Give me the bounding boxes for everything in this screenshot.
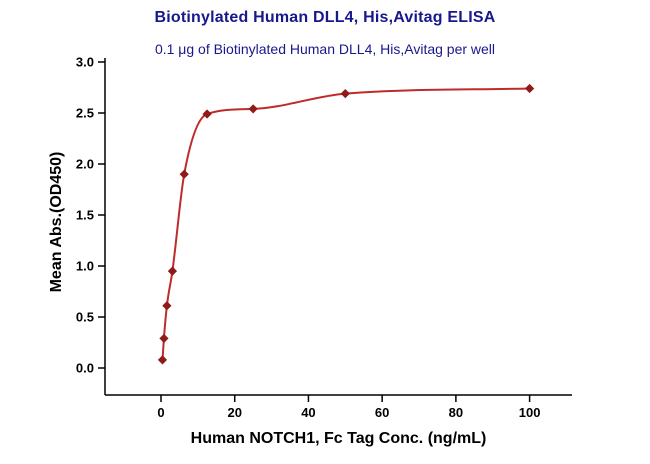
y-tick-label: 0.0: [76, 361, 94, 376]
data-point-marker: [525, 83, 535, 94]
data-point-marker: [167, 266, 178, 276]
data-point-marker: [157, 355, 168, 365]
x-tick-label: 60: [375, 405, 389, 420]
data-point-marker: [202, 109, 212, 119]
x-tick-label: 40: [301, 405, 315, 420]
chart-subtitle: 0.1 μg of Biotinylated Human DLL4, His,A…: [154, 41, 496, 57]
data-point-marker: [162, 301, 172, 311]
x-tick-label: 0: [157, 405, 164, 420]
chart-title: Biotinylated Human DLL4, His,Avitag ELIS…: [154, 9, 496, 26]
y-tick-label: 1.5: [76, 208, 94, 223]
x-tick-label: 80: [449, 405, 463, 420]
y-tick-label: 2.5: [76, 106, 94, 121]
data-point-marker: [340, 89, 350, 99]
x-axis-label: Human NOTCH1, Fc Tag Conc. (ng/mL): [190, 430, 487, 447]
y-tick-label: 0.5: [76, 310, 94, 325]
x-tick-label: 100: [519, 405, 541, 420]
y-tick-label: 2.0: [76, 157, 94, 172]
data-point-marker: [179, 169, 189, 179]
data-point-marker: [159, 333, 169, 344]
fit-curve: [161, 87, 530, 360]
y-tick-label: 3.0: [76, 55, 94, 70]
x-tick-label: 20: [227, 405, 241, 420]
y-tick-label: 1.0: [76, 259, 94, 274]
data-point-marker: [248, 104, 258, 114]
